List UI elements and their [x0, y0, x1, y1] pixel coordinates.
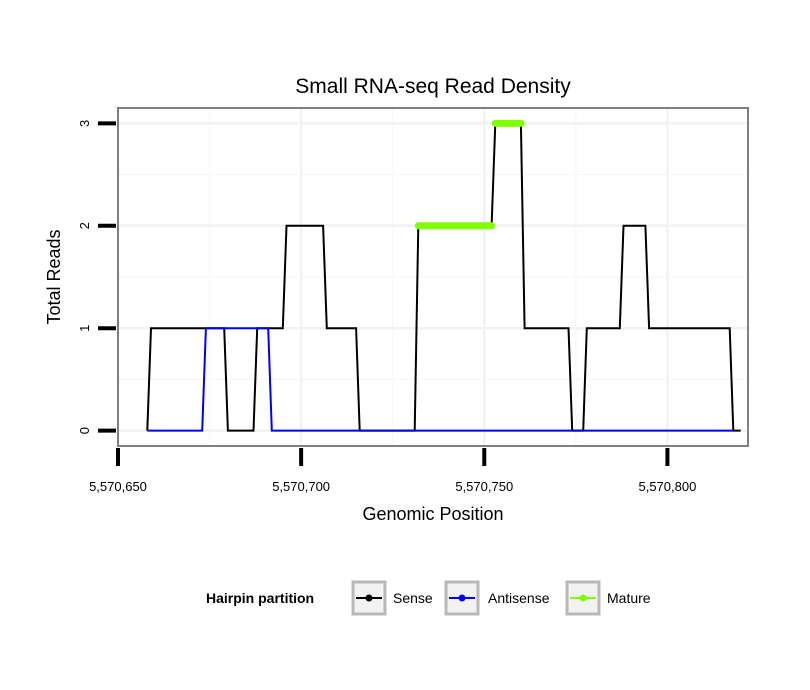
legend-label-mature: Mature: [607, 590, 651, 606]
y-tick-label: 2: [77, 222, 92, 229]
y-tick-label: 1: [77, 325, 92, 332]
x-tick-label: 5,570,800: [638, 479, 696, 494]
y-tick-label: 0: [77, 427, 92, 434]
chart-title: Small RNA-seq Read Density: [295, 75, 571, 98]
x-tick-label: 5,570,700: [272, 479, 330, 494]
legend-label-antisense: Antisense: [488, 590, 550, 606]
x-tick-label: 5,570,750: [455, 479, 513, 494]
y-axis-label: Total Reads: [44, 229, 64, 324]
legend-dot-mature: [579, 594, 587, 602]
plot-frame: [117, 107, 749, 447]
x-tick-label: 5,570,650: [89, 479, 147, 494]
series-line-mature: [414, 119, 525, 230]
x-axis: 5,570,650 5,570,700 5,570,750 5,570,800: [89, 448, 696, 494]
legend-label-sense: Sense: [393, 590, 433, 606]
y-tick-label: 3: [77, 120, 92, 127]
legend-title: Hairpin partition: [206, 590, 314, 606]
grid-lines: [116, 108, 748, 446]
legend-dot-sense: [365, 594, 373, 602]
x-axis-label: Genomic Position: [362, 504, 503, 524]
legend: Hairpin partition Sense Antisense Mature: [206, 580, 651, 616]
legend-dot-antisense: [458, 594, 466, 602]
series-layer: [146, 119, 741, 432]
y-axis: 0 1 2 3: [77, 120, 116, 434]
series-line-antisense: [147, 327, 734, 432]
